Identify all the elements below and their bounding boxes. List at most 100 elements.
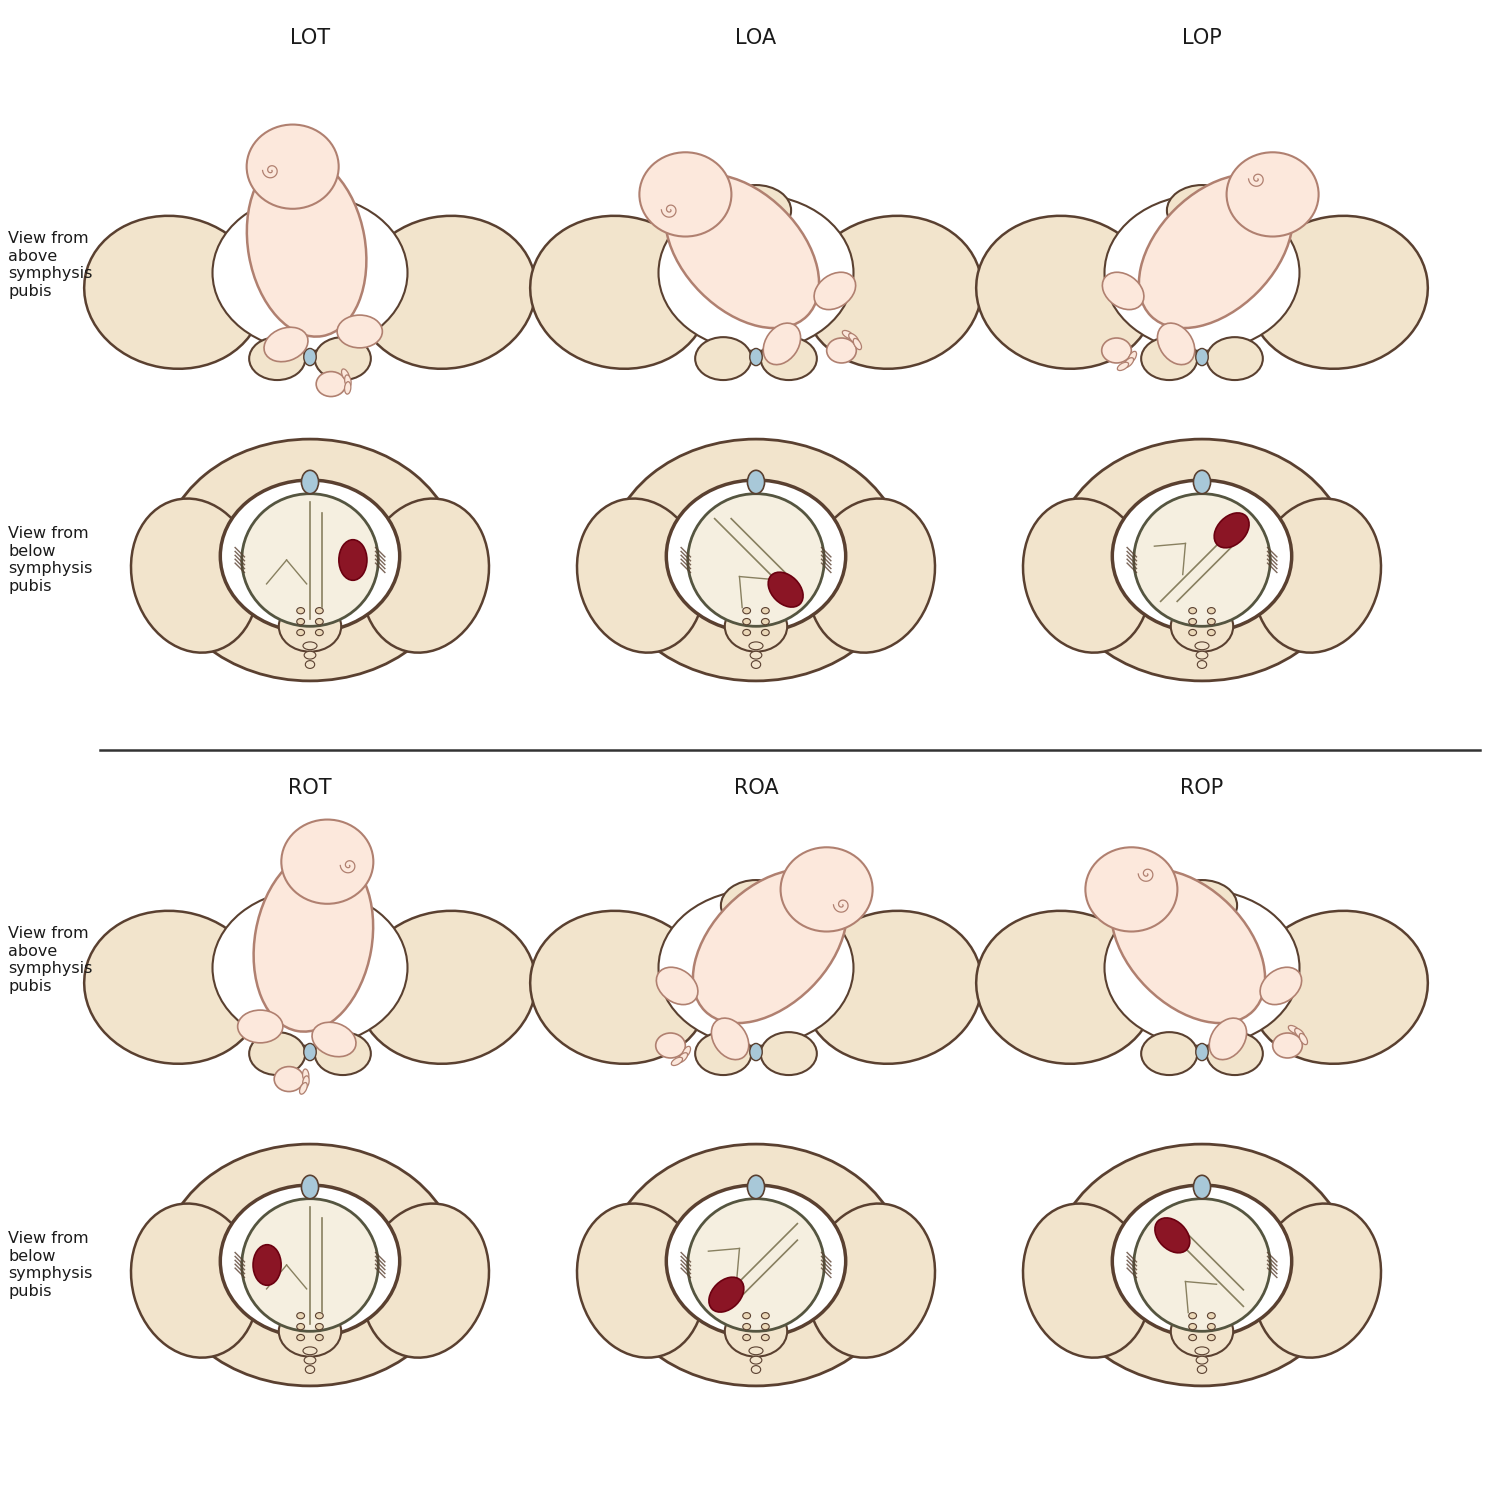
Ellipse shape (305, 660, 314, 669)
Ellipse shape (735, 207, 777, 237)
Ellipse shape (213, 890, 408, 1046)
Ellipse shape (278, 1306, 342, 1356)
Ellipse shape (301, 1176, 319, 1198)
Ellipse shape (1196, 348, 1208, 366)
Ellipse shape (1123, 357, 1134, 368)
Ellipse shape (1253, 498, 1380, 652)
Ellipse shape (659, 890, 853, 1046)
Ellipse shape (764, 322, 800, 364)
Ellipse shape (721, 880, 791, 930)
Ellipse shape (762, 618, 770, 624)
Ellipse shape (1188, 618, 1196, 624)
Ellipse shape (249, 1032, 305, 1076)
Ellipse shape (301, 471, 319, 494)
Ellipse shape (1167, 184, 1237, 236)
Ellipse shape (304, 1356, 316, 1364)
Ellipse shape (85, 216, 263, 369)
Text: View from
above
symphysis
pubis: View from above symphysis pubis (8, 927, 92, 993)
Ellipse shape (1208, 1312, 1216, 1318)
Ellipse shape (1198, 1365, 1207, 1374)
Ellipse shape (1208, 1323, 1216, 1329)
Text: View from
below
symphysis
pubis: View from below symphysis pubis (8, 1232, 92, 1299)
Ellipse shape (1113, 480, 1291, 632)
Text: View from
below
symphysis
pubis: View from below symphysis pubis (8, 526, 92, 594)
Ellipse shape (132, 498, 259, 652)
Ellipse shape (316, 618, 324, 624)
Text: ROP: ROP (1181, 778, 1223, 798)
Ellipse shape (682, 1047, 691, 1058)
Ellipse shape (302, 1347, 318, 1354)
Text: LOP: LOP (1182, 28, 1222, 48)
Ellipse shape (302, 642, 318, 650)
Ellipse shape (311, 1022, 355, 1056)
Ellipse shape (1249, 216, 1427, 369)
Ellipse shape (265, 327, 308, 362)
Ellipse shape (316, 372, 346, 396)
Ellipse shape (762, 1312, 770, 1318)
Ellipse shape (608, 1144, 904, 1386)
Ellipse shape (316, 1312, 324, 1318)
Ellipse shape (1102, 338, 1131, 363)
Ellipse shape (1142, 1032, 1198, 1076)
Ellipse shape (242, 494, 378, 627)
Ellipse shape (1181, 902, 1223, 933)
Ellipse shape (977, 216, 1155, 369)
Ellipse shape (1193, 1176, 1211, 1198)
Ellipse shape (237, 1010, 283, 1042)
Ellipse shape (316, 608, 324, 613)
Ellipse shape (299, 1083, 307, 1094)
Ellipse shape (608, 440, 904, 681)
Ellipse shape (656, 968, 699, 1005)
Ellipse shape (1294, 1029, 1305, 1038)
Ellipse shape (304, 348, 316, 366)
Ellipse shape (246, 124, 339, 208)
Ellipse shape (1167, 880, 1237, 930)
Ellipse shape (1193, 471, 1211, 494)
Ellipse shape (853, 339, 862, 350)
Ellipse shape (750, 651, 762, 658)
Ellipse shape (803, 910, 981, 1064)
Ellipse shape (1188, 630, 1196, 636)
Ellipse shape (747, 471, 765, 494)
Ellipse shape (162, 440, 458, 681)
Ellipse shape (748, 642, 764, 650)
Ellipse shape (1198, 660, 1207, 669)
Ellipse shape (1086, 847, 1178, 932)
Text: LOA: LOA (735, 28, 777, 48)
Ellipse shape (296, 1323, 304, 1329)
Ellipse shape (339, 540, 367, 580)
Ellipse shape (842, 330, 854, 339)
Ellipse shape (249, 338, 305, 380)
Ellipse shape (254, 850, 373, 1032)
Ellipse shape (1273, 1034, 1302, 1058)
Ellipse shape (721, 184, 791, 236)
Ellipse shape (1299, 1034, 1308, 1044)
Ellipse shape (1117, 363, 1128, 370)
Ellipse shape (742, 618, 750, 624)
Ellipse shape (1210, 1019, 1246, 1059)
Ellipse shape (742, 1335, 750, 1341)
Ellipse shape (1128, 351, 1137, 363)
Ellipse shape (742, 1323, 750, 1329)
Ellipse shape (742, 608, 750, 613)
Ellipse shape (304, 651, 316, 658)
Ellipse shape (132, 1203, 259, 1358)
Ellipse shape (742, 630, 750, 636)
Ellipse shape (677, 1053, 688, 1062)
Text: View from
above
symphysis
pubis: View from above symphysis pubis (8, 231, 92, 298)
Ellipse shape (531, 216, 709, 369)
Ellipse shape (803, 216, 981, 369)
Ellipse shape (761, 1032, 816, 1076)
Ellipse shape (1188, 608, 1196, 613)
Ellipse shape (578, 1203, 705, 1358)
Ellipse shape (1111, 870, 1266, 1023)
Ellipse shape (1134, 1198, 1270, 1332)
Ellipse shape (762, 630, 770, 636)
Ellipse shape (253, 1245, 281, 1286)
Ellipse shape (296, 1335, 304, 1341)
Ellipse shape (357, 910, 535, 1064)
Ellipse shape (345, 375, 351, 387)
Ellipse shape (1170, 1306, 1234, 1356)
Ellipse shape (304, 1044, 316, 1060)
Ellipse shape (1170, 602, 1234, 651)
